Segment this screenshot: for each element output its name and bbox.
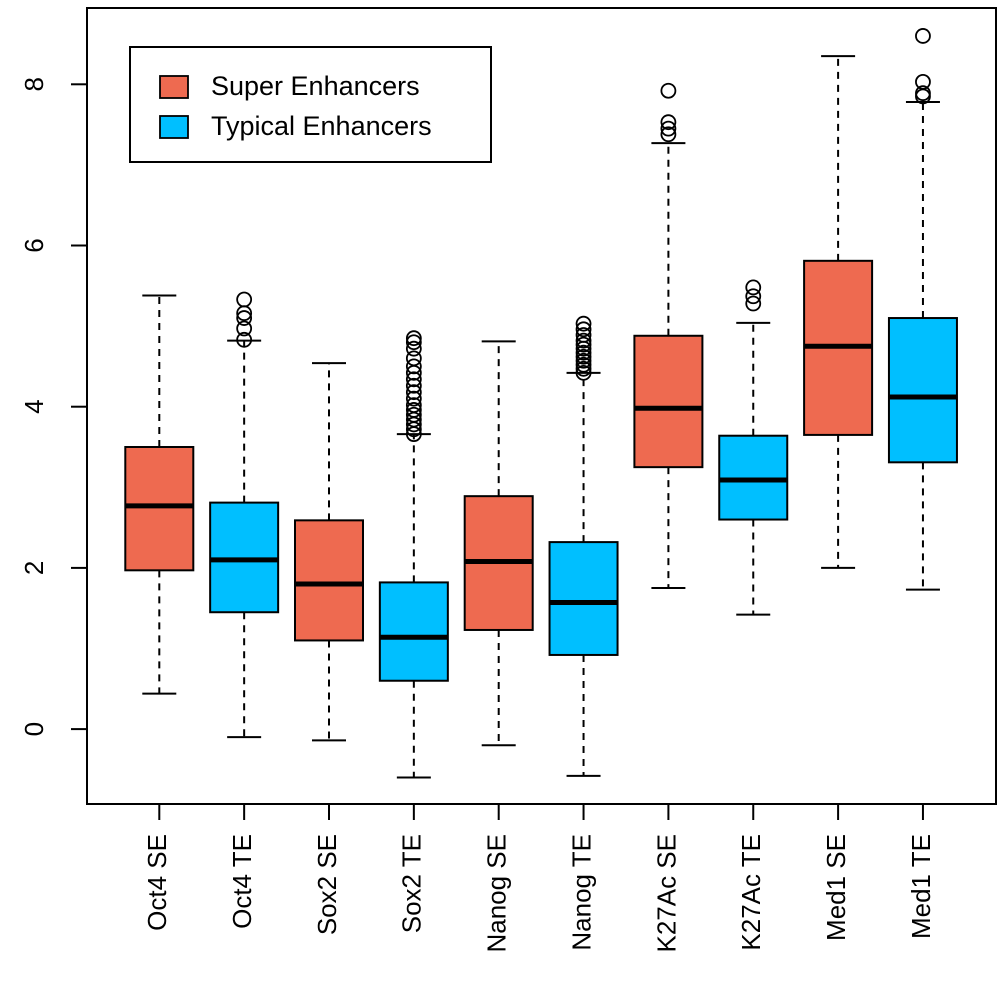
y-tick-label: 2 [19,561,49,575]
box-group [803,55,874,569]
x-tick-label: Sox2 SE [312,834,342,935]
legend-swatch [159,75,189,99]
outlier-point [405,334,422,351]
x-tick-label: Med1 SE [821,834,851,941]
x-tick-label: K27Ac TE [736,834,766,951]
legend: Super Enhancers Typical Enhancers [129,46,492,163]
outlier-point [405,330,422,347]
x-tick-label: Oct4 TE [227,834,257,929]
outlier-point [575,332,592,349]
outlier-point [405,402,422,418]
box [887,317,958,464]
outlier-point [660,126,677,143]
box-group [463,340,534,747]
outlier-point [745,295,762,312]
outlier-point [405,350,422,367]
box-group [548,315,619,777]
outlier-point [745,279,762,296]
x-axis: Oct4 SE Oct4 TE Sox2 SE Sox2 TE Nanog SE Nano… [142,804,936,953]
y-axis: 0 2 4 6 8 [19,77,88,736]
outlier-point [405,390,422,407]
outlier-point [575,356,592,373]
box [633,334,704,469]
outlier-point [405,397,422,413]
outlier-point [405,340,422,357]
y-tick-label: 4 [19,399,49,413]
legend-label: Typical Enhancers [211,111,432,141]
outlier-point [575,315,592,332]
outlier-point [660,82,677,99]
x-tick-label: Med1 TE [906,834,936,939]
y-tick-label: 6 [19,238,49,252]
outlier-point [236,291,253,308]
outlier-point [575,321,592,338]
outlier-point [575,327,592,343]
box-group [887,28,958,591]
outlier-point [405,377,422,394]
box [548,541,619,656]
outlier-point [660,114,677,131]
outlier-point [575,352,592,369]
outlier-point [405,406,422,423]
boxes-layer [124,28,958,779]
x-tick-label: Nanog SE [482,834,512,953]
outlier-point [915,73,931,90]
box-group [378,330,449,779]
legend-box [129,46,492,163]
outlier-point [405,371,422,388]
legend-swatch [159,115,189,139]
outlier-point [575,348,592,365]
x-tick-label: Sox2 TE [397,834,427,933]
outlier-point [575,344,592,361]
outlier-point [575,360,592,377]
outlier-point [575,364,592,381]
outlier-point [915,28,931,44]
box-group [633,82,704,590]
x-tick-label: K27Ac SE [651,834,681,953]
outlier-point [915,85,931,102]
outlier-point [236,310,253,326]
outlier-point [745,288,762,305]
box-group [718,279,789,616]
outlier-point [236,320,253,337]
y-tick-label: 0 [19,722,49,736]
x-tick-label: Oct4 SE [142,834,172,931]
box-group [294,362,364,742]
box-group [209,291,280,739]
box [124,446,195,572]
outlier-point [660,120,677,137]
legend-label: Super Enhancers [211,71,420,101]
outlier-point [405,384,422,401]
box-group [124,294,195,695]
x-tick-label: Nanog TE [566,834,596,951]
outlier-point [405,358,422,375]
box [378,581,449,682]
y-tick-label: 8 [19,77,49,91]
outlier-point [575,336,592,353]
box [294,519,364,642]
outlier-point [236,331,253,348]
